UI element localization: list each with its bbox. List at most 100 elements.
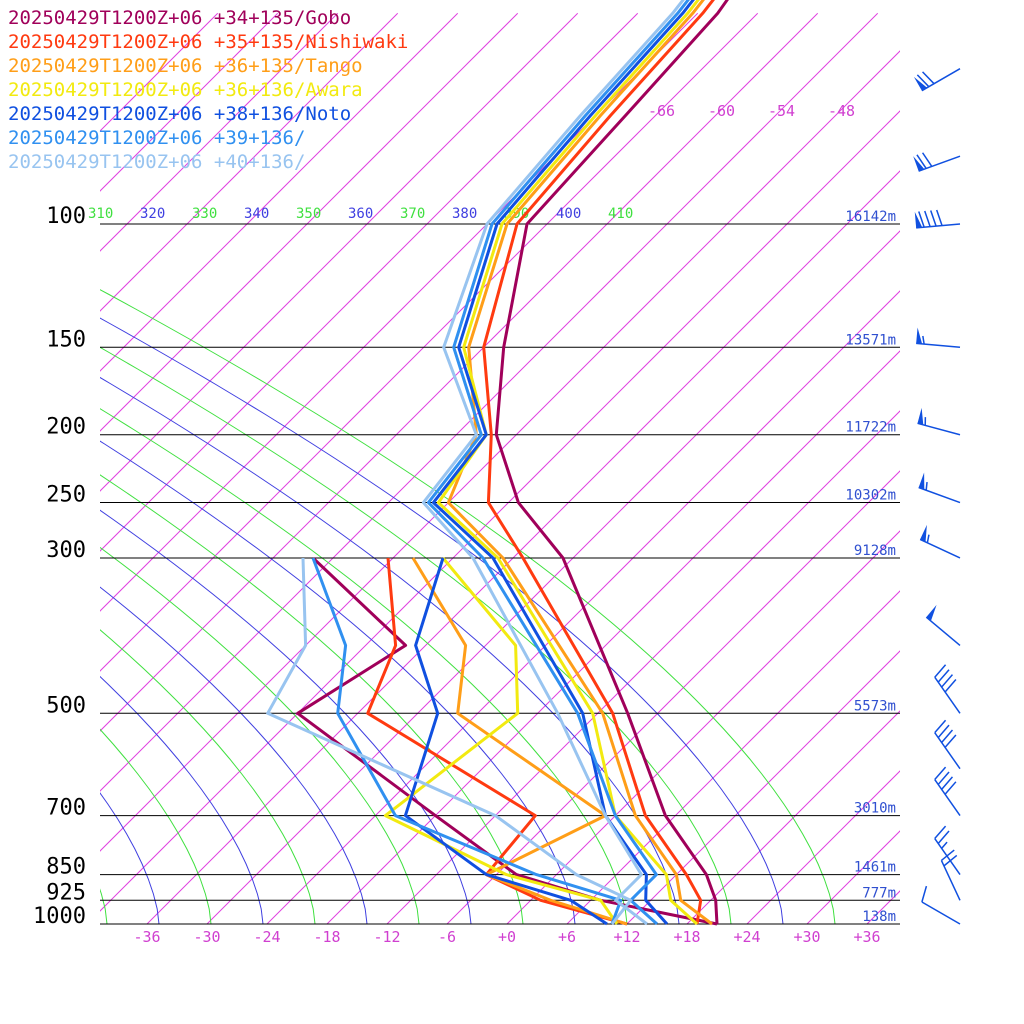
wind-barb-flag [916,74,930,88]
theta-e-label: 380 [452,206,477,222]
temperature-tick-label: +36 [853,928,880,946]
isotherm-line [866,890,900,924]
temperature-tick-label: +6 [558,928,576,946]
isotherm-line [506,530,900,924]
wind-barb-staff [934,779,961,816]
theta-e-label: 410 [608,206,633,222]
wind-barb-flag [937,830,950,844]
isotherm-line [326,350,900,924]
pressure-label: 1000 [33,904,86,929]
height-label: 11722m [845,420,896,436]
wind-barb-column [913,68,961,925]
dewpoint-line [366,557,628,926]
theta-e-label: 370 [400,206,425,222]
legend-entry: 20250429T1200Z+06 +36+136/Awara [8,79,363,101]
wind-barb-flag [941,729,954,743]
dewpoint-line [266,557,633,925]
wind-barb-staff [940,860,961,901]
dewpoint-line [403,557,608,926]
wind-barb-staff [921,68,961,92]
isotherm-line [100,110,900,912]
height-label: 138m [862,909,896,925]
legend-entry: 20250429T1200Z+06 +40+136/ [8,151,305,173]
wind-barb-flag [944,781,957,795]
theta-e-curve [100,675,264,924]
theta-e-label: 360 [348,206,373,222]
theta-e-curve [100,629,316,924]
theta-e-curve [100,289,836,924]
wind-barb [940,849,961,901]
wind-barb-staff [918,486,961,504]
wind-barb [925,604,961,647]
isotherm-line [100,12,639,552]
wind-barb-flag [922,71,935,85]
wind-barb [921,885,961,925]
temperature-tick-label: -30 [193,928,220,946]
wind-barb-flag [937,771,950,785]
temperature-line [446,0,713,926]
temperature-tick-label: +0 [498,928,516,946]
temperature-tick-label: +12 [613,928,640,946]
wind-barb-pennant [918,472,925,490]
wind-barb-flag [944,679,957,693]
wind-barb [916,327,961,349]
temperature-tick-label: -24 [253,928,280,946]
theta-e-label: 320 [140,206,165,222]
isotherm-line [100,12,399,312]
theta-e-curve [100,546,420,924]
legend-entry: 20250429T1200Z+06 +34+135/Gobo [8,7,351,29]
wind-barb-staff [925,616,961,647]
theta-e-label: 350 [296,206,321,222]
theta-e-label: 310 [88,206,113,222]
pressure-label: 150 [46,327,86,352]
wind-barb-flag [941,674,954,688]
height-label: 5573m [854,698,896,714]
wind-barb-pennant [920,524,927,542]
wind-barb-pennant [916,327,923,344]
wind-barb-half-flag [941,841,948,849]
legend-entry: 20250429T1200Z+06 +36+135/Tango [8,55,363,77]
wind-barb-staff [918,155,961,172]
upper-isotherm-label: -48 [828,102,855,120]
wind-barb-staff [917,422,961,436]
temperature-line [436,0,700,926]
wind-barb-flag [940,849,955,862]
theta-e-label: 400 [556,206,581,222]
wind-barb-flag [921,152,933,167]
wind-barb-pennant [913,156,925,172]
upper-isotherm-label: -54 [768,102,795,120]
wind-barb [914,209,961,229]
wind-barb-flag [934,719,947,734]
wind-barb-staff [934,732,961,770]
wind-barb-half-flag [926,534,930,543]
isobar-grid [100,223,900,925]
wind-barb-flag [941,776,954,790]
legend-entry: 20250429T1200Z+06 +39+136/ [8,127,305,149]
wind-barb [918,472,961,504]
upper-isotherm-label: -66 [648,102,675,120]
wind-barb-pennant [917,407,924,425]
wind-barb-pennant [914,211,923,228]
axis-labels: 100 16142m 150 13571m 200 11722m 250 10302m 300 9… [33,102,896,946]
theta-e-curve [100,408,628,924]
temperature-line [482,0,715,925]
pressure-label: 100 [46,204,86,229]
temperature-tick-label: +24 [733,928,760,946]
wind-barb-pennant [913,76,928,91]
wind-barb-flag [935,209,943,226]
dewpoint-line [311,557,623,925]
pressure-label: 925 [46,880,86,905]
sounding-profiles [266,0,729,926]
upper-isotherm-label: -60 [708,102,735,120]
wind-barb-half-flag [925,481,928,491]
wind-barb-staff [921,901,961,925]
isotherm-line [746,770,900,924]
theta-e-curve [100,586,368,924]
isotherm-line [386,410,900,924]
wind-barb [934,766,961,816]
pressure-label: 200 [46,415,86,440]
pressure-label: 850 [46,855,86,880]
height-label: 13571m [845,332,896,348]
isotherm-line [100,12,219,132]
